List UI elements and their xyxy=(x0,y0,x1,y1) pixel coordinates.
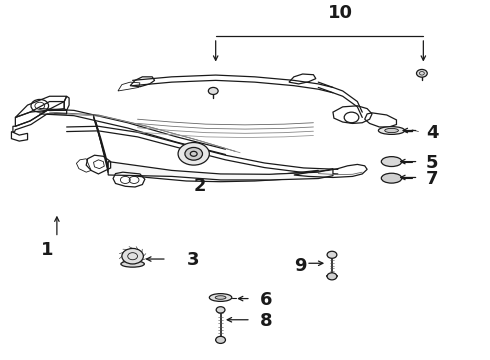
Circle shape xyxy=(327,251,337,258)
Circle shape xyxy=(122,248,144,264)
Ellipse shape xyxy=(378,127,405,134)
Text: 9: 9 xyxy=(294,257,306,275)
Circle shape xyxy=(216,307,225,313)
Text: 4: 4 xyxy=(426,124,438,142)
Text: 2: 2 xyxy=(194,177,206,195)
Ellipse shape xyxy=(121,261,145,267)
Ellipse shape xyxy=(215,296,226,299)
Circle shape xyxy=(216,336,225,343)
Circle shape xyxy=(327,273,337,280)
Circle shape xyxy=(416,69,427,77)
Circle shape xyxy=(178,143,209,165)
Ellipse shape xyxy=(381,173,402,183)
Text: 10: 10 xyxy=(328,4,353,22)
Circle shape xyxy=(185,148,202,160)
Text: 5: 5 xyxy=(426,154,438,172)
Text: 7: 7 xyxy=(426,170,438,188)
Polygon shape xyxy=(108,162,333,180)
Text: 8: 8 xyxy=(260,312,272,330)
Text: 1: 1 xyxy=(41,241,53,259)
Circle shape xyxy=(208,87,218,94)
Ellipse shape xyxy=(381,157,402,167)
Text: 3: 3 xyxy=(186,251,199,269)
Text: 6: 6 xyxy=(260,291,272,309)
Ellipse shape xyxy=(385,129,398,132)
Ellipse shape xyxy=(209,294,232,301)
